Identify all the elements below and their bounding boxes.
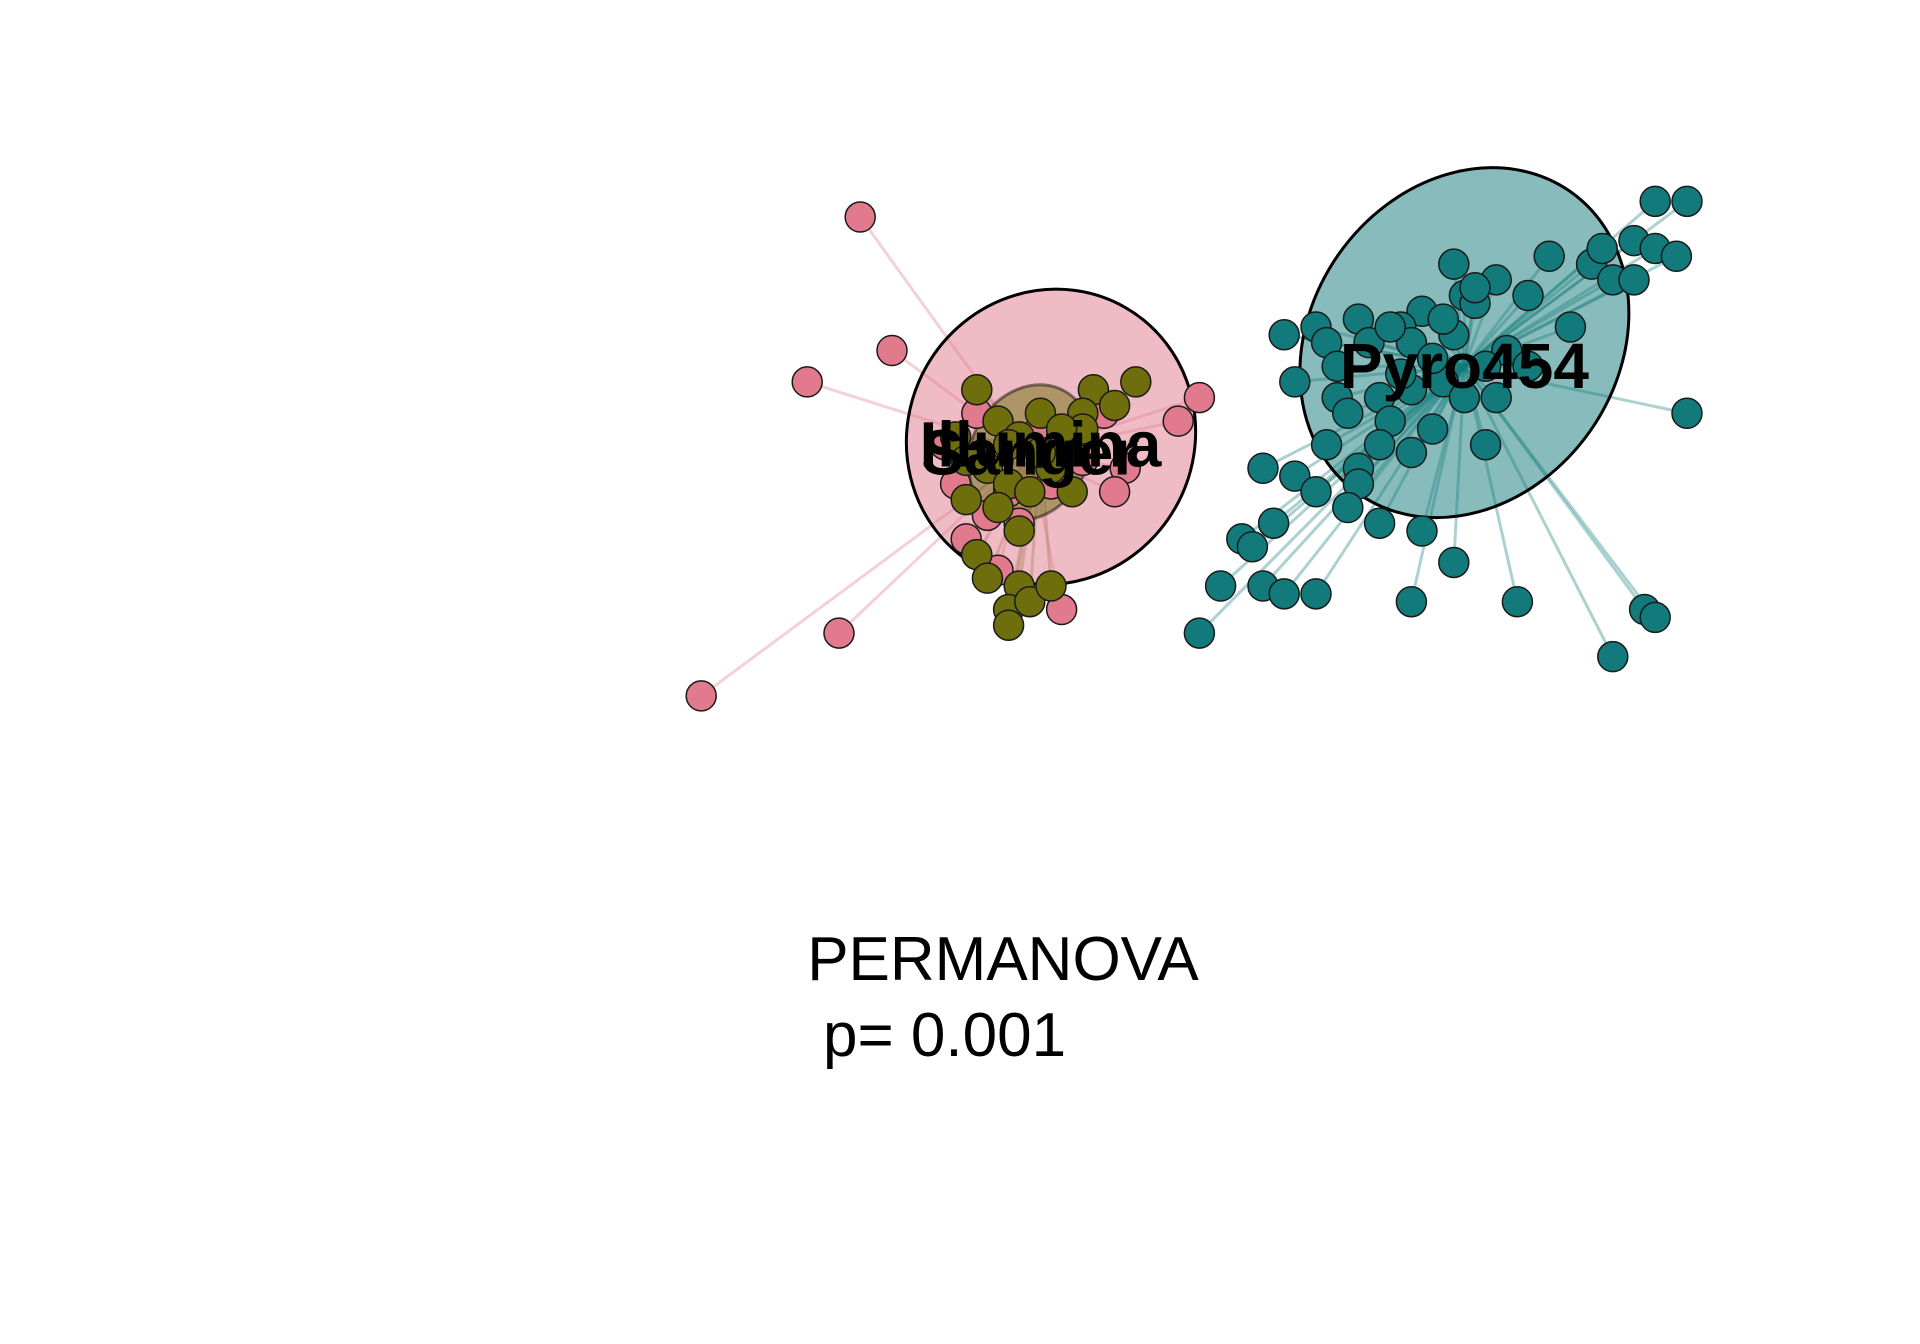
point-pyro454 — [1459, 271, 1491, 304]
point-pyro454 — [1469, 428, 1502, 461]
point-pyro454 — [1618, 264, 1650, 296]
point-pyro454 — [1438, 546, 1470, 579]
point-pyro454 — [1332, 397, 1364, 430]
point-pyro454 — [1247, 452, 1279, 484]
point-illumina — [1024, 397, 1057, 430]
point-pyro454 — [1300, 476, 1332, 508]
point-pyro454 — [1395, 585, 1428, 618]
point-pyro454 — [1374, 311, 1406, 343]
permanova-title: PERMANOVA — [807, 925, 1199, 994]
point-pyro454 — [1204, 570, 1237, 602]
point-pyro454 — [1533, 240, 1565, 273]
point-sanger — [1067, 444, 1099, 477]
point-sanger — [1183, 381, 1216, 414]
point-pyro454 — [1279, 366, 1311, 398]
point-pyro454 — [1554, 311, 1587, 343]
point-sanger — [685, 680, 717, 712]
point-pyro454 — [1501, 585, 1534, 618]
point-illumina — [1098, 389, 1131, 422]
point-sanger — [791, 366, 823, 398]
point-pyro454 — [1480, 381, 1512, 414]
point-illumina — [1035, 570, 1067, 602]
point-illumina — [982, 491, 1014, 524]
group-label-pyro454: Pyro454 — [1340, 330, 1589, 402]
point-illumina — [950, 483, 982, 516]
point-pyro454 — [1416, 342, 1449, 375]
point-illumina — [961, 374, 993, 406]
point-illumina — [1014, 476, 1046, 508]
point-pyro454 — [1671, 185, 1703, 218]
point-pyro454 — [1268, 578, 1300, 610]
point-pyro454 — [1332, 491, 1364, 524]
point-pyro454 — [1639, 185, 1671, 218]
point-illumina — [1045, 413, 1078, 445]
point-sanger — [876, 334, 908, 367]
point-pyro454 — [1363, 428, 1396, 461]
point-illumina — [1056, 476, 1088, 508]
point-pyro454 — [1671, 397, 1703, 430]
point-pyro454 — [1512, 350, 1544, 382]
point-pyro454 — [1236, 531, 1269, 563]
point-pyro454 — [1512, 279, 1544, 312]
point-pyro454 — [1416, 413, 1449, 445]
point-pyro454 — [1353, 326, 1385, 359]
point-illumina — [1003, 515, 1035, 547]
point-sanger — [1162, 405, 1194, 437]
point-pyro454 — [1438, 248, 1470, 280]
point-pyro454 — [1279, 460, 1311, 492]
point-pyro454 — [1395, 436, 1428, 469]
point-pyro454 — [1363, 507, 1396, 539]
group-label-illumina: Illumina — [919, 409, 1161, 481]
point-pyro454 — [1491, 334, 1523, 367]
point-illumina — [1024, 436, 1057, 469]
point-sanger — [844, 201, 876, 233]
point-pyro454 — [1385, 358, 1417, 390]
point-illumina — [992, 428, 1025, 461]
point-illumina — [1120, 366, 1152, 398]
point-pyro454 — [1639, 601, 1671, 634]
point-illumina — [971, 452, 1004, 484]
point-illumina — [992, 609, 1025, 641]
point-illumina — [1014, 585, 1046, 618]
point-pyro454 — [1586, 232, 1618, 265]
point-pyro454 — [1448, 381, 1481, 414]
sample-points — [685, 185, 1703, 712]
point-pyro454 — [1660, 240, 1693, 273]
point-pyro454 — [1183, 617, 1216, 649]
point-pyro454 — [1257, 507, 1290, 539]
point-illumina — [971, 562, 1004, 594]
point-pyro454 — [1321, 350, 1353, 382]
point-sanger — [1098, 476, 1131, 508]
point-pyro454 — [1469, 350, 1502, 382]
point-pyro454 — [1268, 319, 1300, 351]
point-pyro454 — [1300, 578, 1332, 610]
point-sanger — [823, 617, 855, 649]
point-pyro454 — [1310, 428, 1343, 461]
point-pyro454 — [1406, 515, 1438, 547]
point-pyro454 — [1597, 640, 1629, 673]
group-label-sanger: Sanger — [921, 417, 1138, 489]
point-pyro454 — [1427, 303, 1459, 335]
point-pyro454 — [1395, 326, 1428, 359]
permanova-pvalue: p= 0.001 — [823, 1001, 1066, 1070]
